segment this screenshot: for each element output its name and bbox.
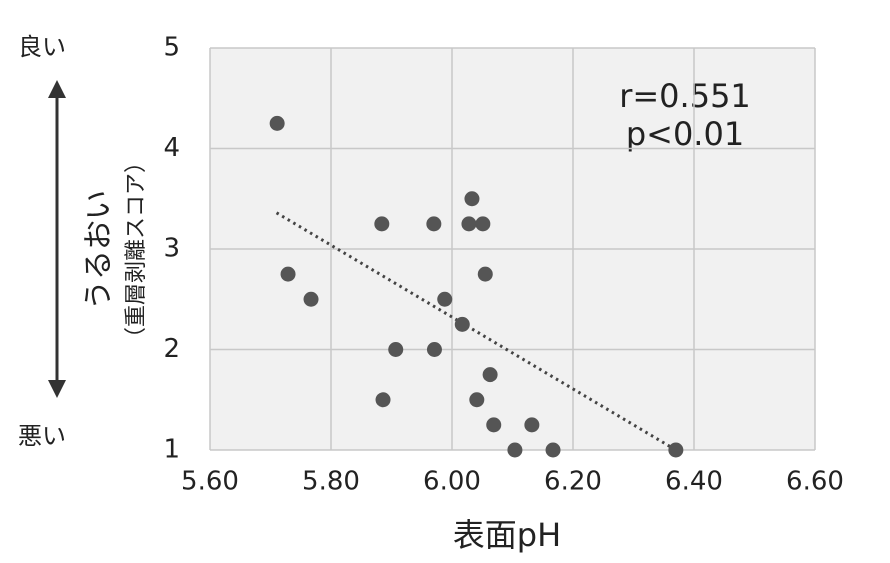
x-tick-label: 6.60 (786, 467, 844, 497)
x-tick-label: 6.00 (423, 467, 481, 497)
y-axis-label: うるおい (82, 190, 117, 310)
x-tick-label: 5.60 (181, 467, 239, 497)
data-point (280, 266, 296, 282)
y-tick-label: 4 (163, 133, 180, 163)
x-axis-label: 表面pH (453, 516, 561, 554)
x-tick-label: 6.20 (544, 467, 602, 497)
y-tick-label: 5 (163, 33, 180, 63)
y-tick-label: 2 (163, 334, 180, 364)
data-point (469, 392, 485, 408)
data-point (464, 191, 480, 207)
y-axis-sublabel: （重層剥離スコア） (124, 151, 149, 349)
data-point (545, 442, 561, 458)
y-tick-label: 3 (163, 234, 180, 264)
y-top-label: 良い (18, 33, 66, 61)
x-tick-label: 5.80 (302, 467, 360, 497)
data-point (303, 291, 319, 307)
x-tick-label: 6.40 (665, 467, 723, 497)
y-tick-label: 1 (163, 435, 180, 465)
y-bottom-label: 悪い (18, 422, 66, 450)
data-point (475, 216, 491, 232)
data-point (269, 115, 285, 131)
data-point (388, 342, 404, 357)
data-point (426, 342, 442, 357)
annotation: r=0.551 (619, 77, 751, 115)
data-point (426, 216, 442, 232)
data-point (482, 367, 498, 383)
y-arrow (48, 80, 66, 398)
annotation: p<0.01 (626, 115, 744, 153)
data-point (454, 316, 470, 332)
data-point (375, 392, 391, 408)
data-point (668, 442, 684, 458)
data-point (437, 291, 453, 307)
data-point (507, 442, 523, 458)
data-point (374, 216, 390, 232)
data-point (524, 417, 540, 433)
data-point (477, 266, 493, 282)
data-point (461, 216, 477, 232)
data-point (486, 417, 502, 433)
